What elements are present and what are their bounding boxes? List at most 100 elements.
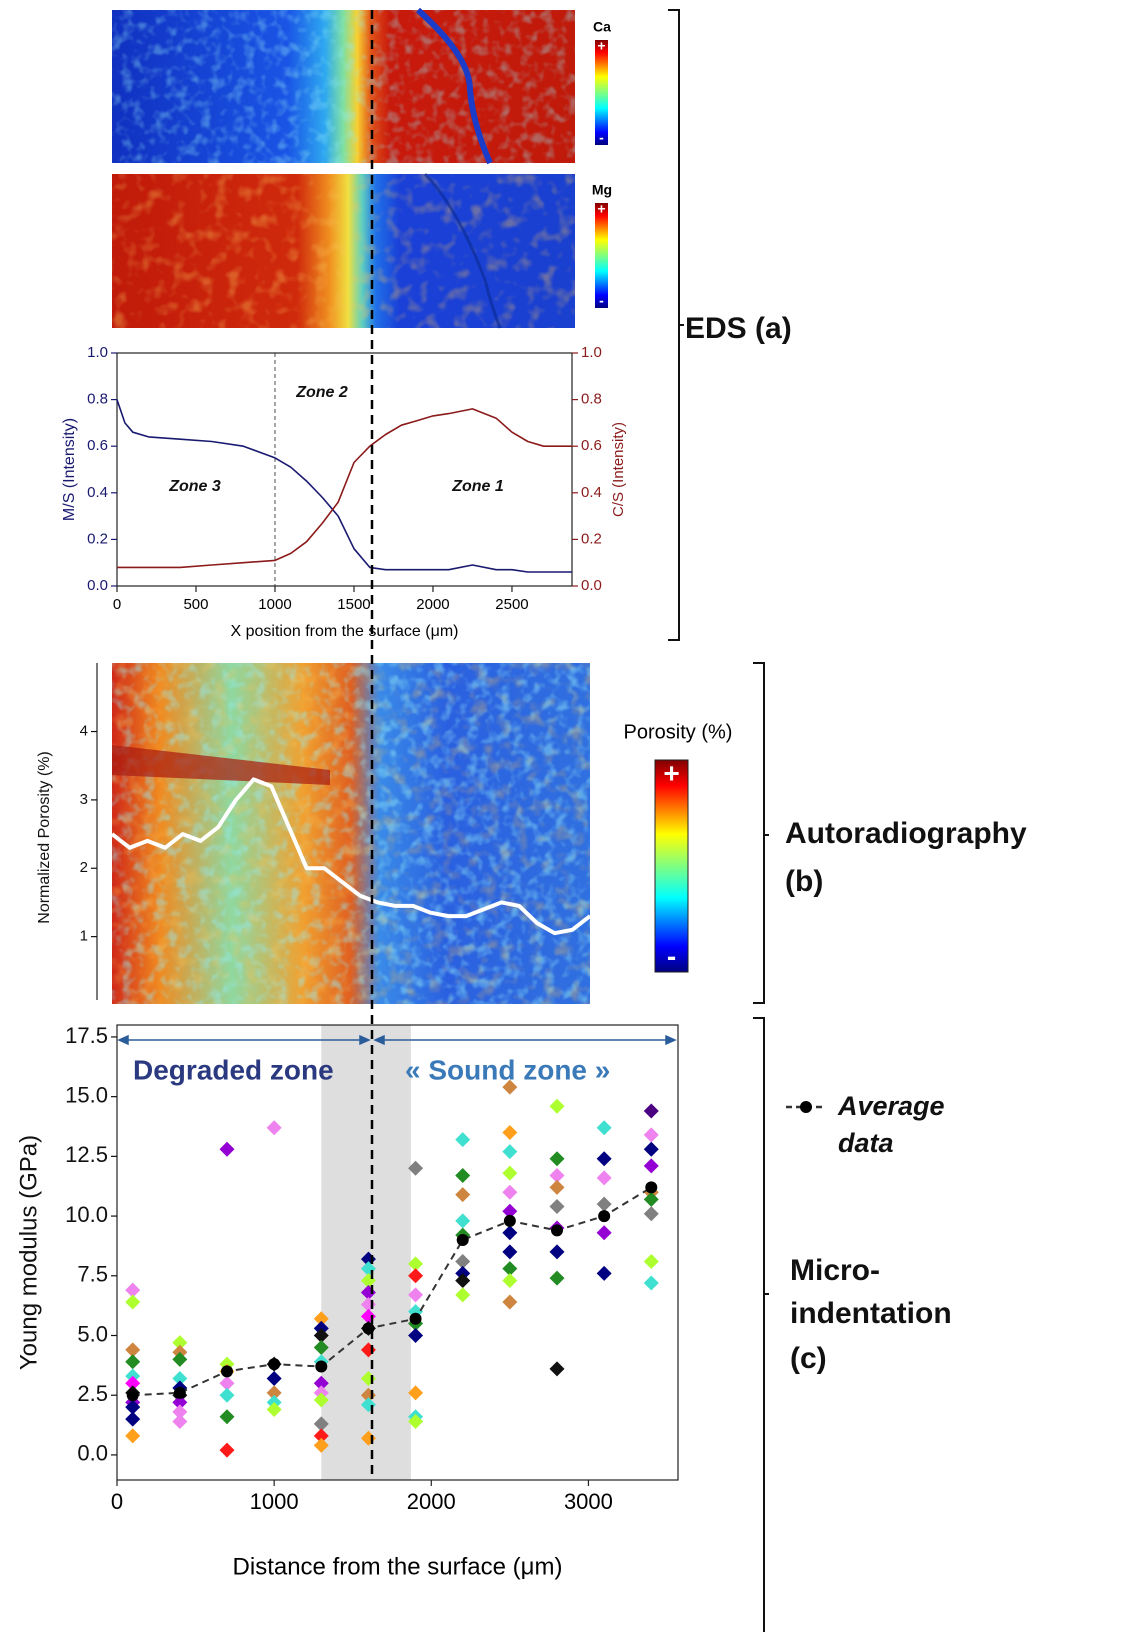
legend-marker — [800, 1101, 812, 1113]
data-point — [643, 1141, 659, 1157]
data-point — [596, 1170, 612, 1186]
panel-label: Micro- — [790, 1254, 880, 1287]
brackets — [668, 9, 769, 1632]
x-tick-label: 0 — [111, 1489, 123, 1514]
data-point — [643, 1206, 659, 1222]
data-point — [596, 1265, 612, 1281]
average-marker — [645, 1181, 658, 1194]
plot-frame — [116, 1024, 679, 1481]
data-point — [596, 1225, 612, 1241]
y2-axis-label: C/S (Intensity) — [610, 422, 627, 517]
average-marker — [598, 1210, 611, 1223]
zone-arrows — [117, 1034, 677, 1046]
data-point — [502, 1203, 518, 1219]
y-tick-label: 17.5 — [65, 1023, 108, 1048]
data-point — [643, 1127, 659, 1143]
sound-zone-arrowheads — [373, 1034, 677, 1046]
data-point — [313, 1392, 329, 1408]
data-point — [266, 1370, 282, 1386]
porosity-colorbar — [654, 759, 689, 973]
data-point — [172, 1351, 188, 1367]
data-point — [125, 1354, 141, 1370]
data-point — [125, 1294, 141, 1310]
y-tick-label: 1 — [80, 928, 88, 945]
x-tick-label: 1000 — [258, 596, 291, 613]
x-tick-label: 500 — [183, 596, 208, 613]
x-axis-label: Distance from the surface (μm) — [233, 1553, 563, 1580]
data-point — [408, 1413, 424, 1429]
data-line — [116, 399, 572, 573]
bracket-b — [753, 662, 769, 1004]
x-tick-label: 1000 — [250, 1489, 299, 1514]
bracket-c — [753, 1017, 769, 1632]
data-point — [502, 1124, 518, 1140]
average-marker — [221, 1365, 233, 1378]
legend-label: Average data — [838, 1091, 945, 1158]
data-point — [549, 1361, 565, 1377]
panel-label: indentation — [790, 1297, 952, 1330]
data-point — [125, 1399, 141, 1415]
data-point — [313, 1428, 329, 1444]
average-marker — [315, 1360, 328, 1373]
data-point — [643, 1191, 659, 1207]
y-axis-label: Normalized Porosity (%) — [36, 751, 53, 923]
average-marker — [551, 1224, 563, 1237]
data-point — [502, 1225, 518, 1241]
autoradiography-texture-warm — [112, 663, 590, 1004]
panel-label: (c) — [790, 1342, 827, 1375]
autoradiography-dark-band — [112, 745, 330, 785]
x-tick-label: 1500 — [337, 596, 370, 613]
x-tick-label: 2000 — [407, 1489, 456, 1514]
data-point — [455, 1187, 471, 1203]
data-point — [455, 1273, 471, 1289]
average-marker — [503, 1214, 516, 1227]
y-tick-label: 1.0 — [87, 344, 108, 361]
data-point — [455, 1253, 471, 1269]
data-point — [172, 1370, 188, 1386]
degraded-zone-arrowheads — [117, 1034, 371, 1046]
mg-map-crack — [423, 172, 502, 329]
data-point — [596, 1120, 612, 1136]
data-point — [172, 1413, 188, 1429]
bracket-a — [668, 9, 684, 641]
data-point — [408, 1287, 424, 1303]
data-point — [502, 1273, 518, 1289]
eds-map-mg: Mg + - — [112, 172, 612, 329]
average-marker — [126, 1389, 139, 1402]
porosity-colorbar-min: - — [667, 940, 676, 971]
data-point — [125, 1282, 141, 1298]
data-line — [110, 777, 592, 936]
charts: 0.0 0.2 0.4 0.6 0.8 1.0 0.0 0.2 0.4 0.6 0.8 1.0 C/S … — [15, 344, 679, 1580]
data-point — [549, 1179, 565, 1195]
y2-tick-label: 0.8 — [581, 391, 602, 408]
y-axis-label: Young modulus (GPa) — [15, 1135, 42, 1370]
average-marker — [268, 1358, 281, 1371]
x-tick-label: 2000 — [416, 596, 449, 613]
x-tick-label: 0 — [113, 596, 121, 613]
eds-map-ca: Ca + - — [112, 7, 611, 165]
data-point — [313, 1339, 329, 1355]
porosity-colorbar-max: + — [663, 757, 679, 788]
data-point — [643, 1253, 659, 1269]
data-point — [549, 1244, 565, 1260]
data-point — [172, 1394, 188, 1410]
data-line — [117, 408, 572, 569]
data-point — [408, 1327, 424, 1343]
y-tick-label: 12.5 — [65, 1142, 108, 1167]
y-tick-label: 0.6 — [87, 437, 108, 454]
mg-colorbar-max: + — [597, 201, 605, 217]
y-tick-label: 2 — [80, 859, 88, 876]
data-point — [596, 1151, 612, 1167]
data-point — [408, 1385, 424, 1401]
data-point — [266, 1402, 282, 1418]
y2-tick-label: 0.2 — [581, 530, 602, 547]
mg-colorbar — [595, 203, 608, 308]
data-point — [219, 1375, 235, 1391]
data-point — [125, 1428, 141, 1444]
data-point — [502, 1294, 518, 1310]
y-tick-label: 3 — [80, 791, 88, 808]
average-marker — [456, 1233, 469, 1246]
average-line — [132, 1186, 652, 1397]
data-point — [313, 1327, 329, 1343]
data-point — [313, 1375, 329, 1391]
